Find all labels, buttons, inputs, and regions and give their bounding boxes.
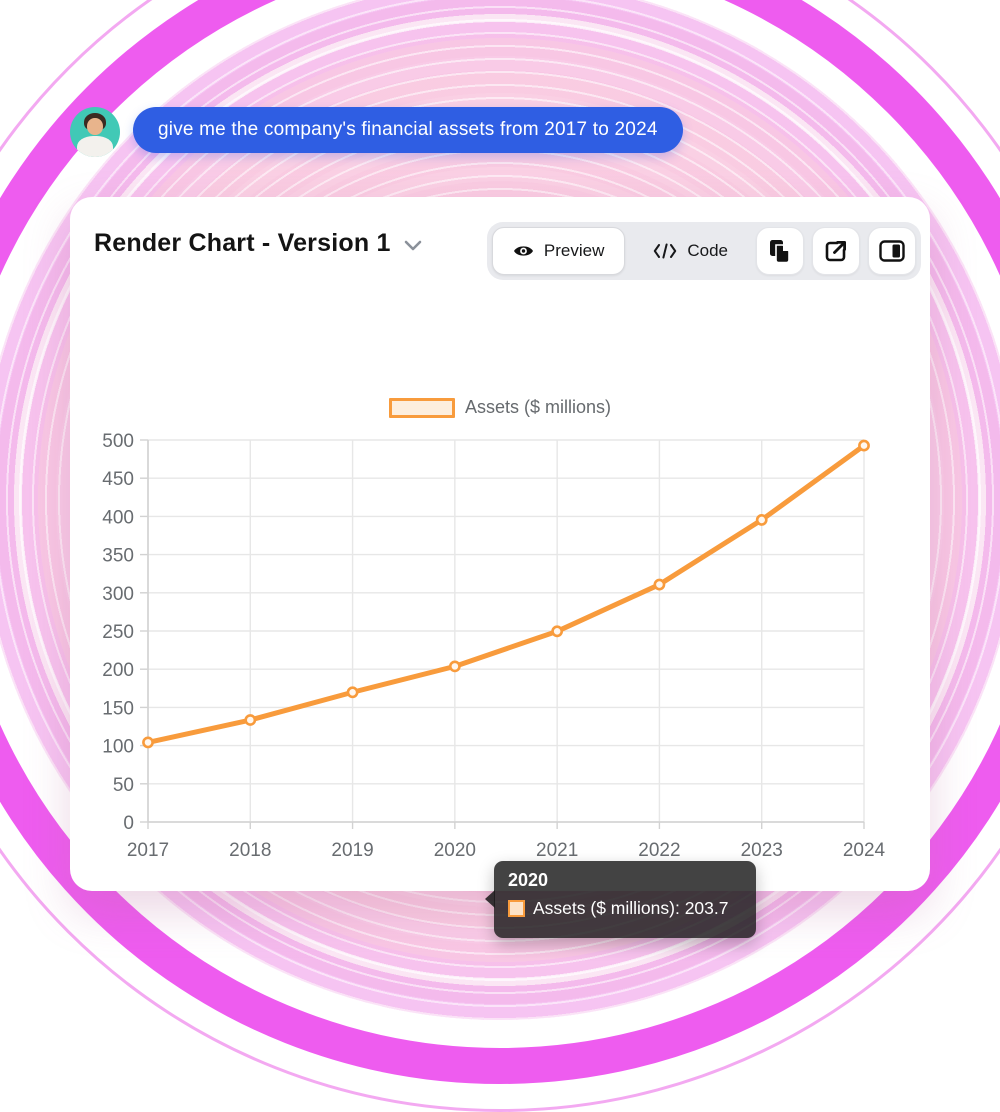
- chat-bubble: give me the company's financial assets f…: [133, 107, 683, 153]
- chart-tooltip: 2020 Assets ($ millions): 203.7: [485, 861, 756, 938]
- chart-svg: 0 50 100 150 200 250 300 350 400 450 500 2017 2018 20…: [102, 431, 886, 861]
- code-icon: [654, 243, 677, 259]
- code-tab-label: Code: [687, 241, 728, 260]
- svg-text:2021: 2021: [536, 840, 578, 861]
- preview-tab[interactable]: Preview: [491, 227, 626, 275]
- external-link-icon: [825, 241, 847, 262]
- legend-label: Assets ($ millions): [464, 397, 612, 417]
- open-external-button[interactable]: [812, 227, 860, 275]
- chat-message: give me the company's financial assets f…: [158, 119, 658, 140]
- chevron-down-icon[interactable]: [403, 240, 423, 252]
- sidebar-panel-icon: [879, 240, 905, 262]
- panel-title: Render Chart - Version 1: [94, 229, 391, 257]
- svg-text:2019: 2019: [331, 840, 373, 861]
- svg-text:0: 0: [123, 813, 134, 834]
- chart-area[interactable]: 0 50 100 150 200 250 300 350 400 450 500 2017 2018 20…: [96, 430, 896, 938]
- code-tab[interactable]: Code: [633, 227, 748, 275]
- chart-panel: Render Chart - Version 1 Preview Code: [70, 197, 930, 938]
- legend-swatch: [388, 397, 455, 418]
- tooltip-value: Assets ($ millions): 203.7: [533, 898, 729, 918]
- svg-text:2017: 2017: [127, 840, 169, 861]
- avatar-shirt: [77, 136, 113, 157]
- toggle-sidebar-button[interactable]: [868, 227, 916, 275]
- tooltip-title: 2020: [508, 870, 549, 890]
- chat-row: give me the company's financial assets f…: [70, 107, 683, 157]
- svg-text:2022: 2022: [638, 840, 680, 861]
- tooltip-swatch: [508, 900, 525, 917]
- svg-text:200: 200: [102, 660, 134, 681]
- svg-text:150: 150: [102, 698, 134, 719]
- preview-tab-label: Preview: [543, 241, 605, 260]
- user-avatar: [70, 107, 120, 157]
- svg-text:2018: 2018: [229, 840, 271, 861]
- svg-text:350: 350: [102, 546, 134, 567]
- eye-icon: [513, 246, 533, 256]
- svg-text:400: 400: [102, 507, 134, 528]
- panel-header[interactable]: Render Chart - Version 1: [94, 229, 423, 258]
- copy-icon: [770, 240, 790, 263]
- svg-text:2024: 2024: [843, 840, 886, 861]
- svg-text:250: 250: [102, 622, 134, 643]
- avatar-face: [87, 118, 103, 135]
- svg-text:500: 500: [102, 431, 134, 452]
- svg-text:50: 50: [113, 775, 134, 796]
- svg-text:450: 450: [102, 469, 134, 490]
- chart-legend[interactable]: Assets ($ millions): [70, 397, 930, 418]
- toolbar: Preview Code: [486, 222, 921, 280]
- copy-button[interactable]: [756, 227, 804, 275]
- svg-text:300: 300: [102, 584, 134, 605]
- svg-text:100: 100: [102, 737, 134, 758]
- svg-text:2020: 2020: [434, 840, 476, 861]
- svg-text:2023: 2023: [741, 840, 783, 861]
